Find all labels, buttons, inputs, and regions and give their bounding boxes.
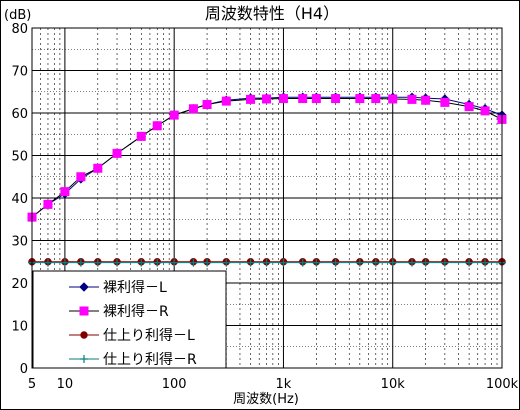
data-point	[464, 102, 474, 112]
data-point	[112, 148, 122, 158]
data-point	[465, 258, 474, 267]
y-tick-label: 0	[20, 362, 28, 377]
series-1	[27, 92, 507, 222]
data-point	[246, 258, 255, 267]
data-point	[388, 258, 397, 267]
data-point	[278, 94, 288, 104]
data-point	[440, 97, 450, 107]
y-tick-label: 80	[11, 22, 28, 37]
y-tick-label: 70	[11, 65, 28, 80]
x-tick-labels: 5 10 100 1k 10k 100k	[28, 377, 519, 392]
chart-title: 周波数特性（H4）	[205, 4, 339, 23]
series-line	[31, 96, 503, 218]
data-point	[113, 258, 122, 267]
data-point	[79, 282, 89, 292]
legend-box	[32, 270, 227, 369]
data-point	[189, 258, 198, 267]
data-point	[93, 258, 102, 267]
plot-area-border	[31, 27, 503, 369]
grid-lines	[32, 28, 502, 368]
data-point	[203, 258, 212, 267]
data-point	[188, 104, 198, 114]
data-point	[421, 258, 430, 267]
data-point	[76, 258, 85, 267]
data-point	[311, 94, 321, 104]
x-tick-label: 1k	[276, 377, 292, 392]
data-point	[76, 172, 86, 182]
data-point	[407, 258, 416, 267]
data-point	[93, 163, 103, 173]
data-point	[331, 94, 341, 104]
series-line	[31, 98, 503, 218]
data-point	[60, 258, 69, 267]
data-point	[152, 121, 162, 131]
y-tick-label: 10	[11, 320, 28, 335]
data-point	[371, 94, 381, 104]
data-point	[221, 96, 231, 106]
data-point	[170, 258, 179, 267]
data-point	[136, 131, 146, 141]
legend-label: 裸利得－R	[103, 303, 169, 320]
data-point	[355, 94, 365, 104]
data-point	[202, 100, 212, 109]
series-2	[27, 94, 507, 222]
y-tick-label: 40	[11, 192, 28, 207]
y-tick-label: 30	[11, 235, 28, 250]
series-3	[28, 258, 506, 266]
data-point	[79, 306, 89, 316]
data-point	[481, 258, 490, 267]
data-point	[80, 331, 88, 339]
legend-label: 仕上り利得－R	[103, 351, 197, 368]
data-point	[153, 258, 162, 267]
data-point	[440, 258, 449, 267]
y-tick-label: 60	[11, 107, 28, 122]
x-tick-label: 100k	[486, 377, 519, 392]
data-point	[279, 258, 288, 267]
x-tick-label: 100	[162, 377, 187, 392]
y-tick-labels: 0 10 20 30 40 50 60 70 80	[11, 22, 28, 377]
legend-label: 仕上り利得－L	[103, 327, 195, 344]
legend: 裸利得－L 裸利得－R 仕上り利得－L 仕上り利得－R	[32, 270, 227, 369]
data-point	[355, 258, 364, 267]
data-point	[407, 94, 417, 104]
data-point	[246, 94, 256, 104]
x-tick-label: 10k	[381, 377, 406, 392]
data-point	[80, 355, 88, 363]
y-tick-label: 20	[11, 277, 28, 292]
data-point	[480, 106, 490, 116]
x-axis-label: 周波数(Hz)	[233, 392, 299, 407]
y-axis-label: (dB)	[4, 8, 31, 23]
data-point	[388, 94, 398, 104]
x-tick-label: 10	[57, 377, 74, 392]
data-point	[262, 94, 272, 104]
data-point	[421, 95, 431, 105]
data-point	[43, 199, 53, 209]
legend-label: 裸利得－L	[103, 279, 167, 296]
data-point	[298, 94, 308, 104]
data-point	[60, 187, 70, 197]
data-point	[169, 110, 179, 120]
y-tick-label: 50	[11, 150, 28, 165]
data-point	[298, 258, 307, 267]
data-point	[371, 258, 380, 267]
data-point	[312, 258, 321, 267]
data-point	[43, 258, 52, 267]
data-point	[137, 258, 146, 267]
data-point	[262, 258, 271, 267]
data-point	[331, 258, 340, 267]
x-tick-label: 5	[28, 377, 36, 392]
data-point	[222, 258, 231, 267]
